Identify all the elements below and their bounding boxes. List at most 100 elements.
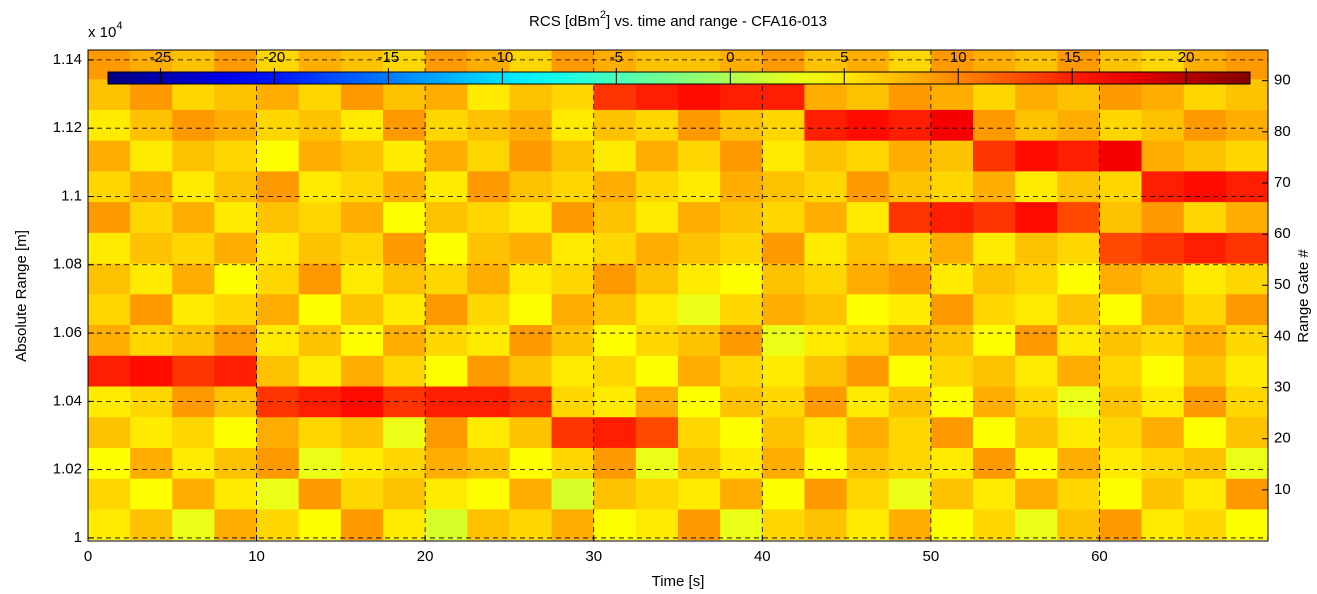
heatmap-cell [635, 109, 679, 141]
heatmap-cell [930, 232, 974, 264]
heatmap-cell [1099, 201, 1143, 233]
heatmap-cell [635, 324, 679, 356]
heatmap-cell [635, 508, 679, 541]
heatmap-cell [467, 508, 510, 541]
heatmap-cell [930, 201, 974, 233]
heatmap-cell [762, 109, 805, 141]
heatmap-cell [1141, 508, 1185, 541]
heatmap-cell [551, 324, 595, 356]
heatmap-cell [1015, 293, 1058, 326]
heatmap-cell [593, 140, 637, 172]
heatmap-cell [467, 478, 510, 510]
heatmap-cell [1057, 478, 1100, 510]
heatmap-cell [1057, 355, 1100, 387]
x-tick-label: 40 [754, 548, 771, 565]
heatmap-cell [88, 508, 131, 541]
heatmap-cell [88, 416, 131, 448]
heatmap-cell [720, 140, 763, 172]
heatmap-cell [256, 201, 300, 233]
heatmap-cell [593, 232, 637, 264]
heatmap-cell [635, 478, 679, 510]
heatmap-cell [551, 508, 595, 541]
heatmap-cell [762, 324, 805, 356]
heatmap-cell [509, 140, 553, 172]
x-tick-label: 20 [417, 548, 434, 565]
title-part: ] vs. time and range - CFA16-013 [606, 13, 827, 30]
heatmap-cell [130, 109, 173, 141]
heatmap-cell [172, 232, 215, 264]
heatmap-cell [678, 170, 721, 203]
heatmap-cell [88, 324, 131, 356]
heatmap-cell [593, 201, 637, 233]
heatmap-cell [888, 355, 932, 387]
heatmap-cell [256, 140, 300, 172]
heatmap-cell [1099, 478, 1143, 510]
heatmap-cell [762, 447, 805, 479]
heatmap-cell [1141, 170, 1185, 203]
heatmap-cell [846, 201, 890, 233]
heatmap-cell [973, 140, 1016, 172]
heatmap-cell [678, 416, 721, 448]
heatmap-cell [256, 293, 300, 326]
y2-tick-label: 30 [1274, 379, 1291, 396]
heatmap-cell [425, 201, 468, 233]
heatmap-cell [298, 293, 342, 326]
heatmap-cell [1057, 263, 1100, 295]
heatmap-cell [762, 201, 805, 233]
heatmap-cell [130, 416, 173, 448]
heatmap-cell [88, 478, 131, 510]
heatmap-cell [383, 232, 426, 264]
y2-tick-label: 20 [1274, 430, 1291, 447]
heatmap-cell [425, 170, 468, 203]
heatmap-cell [130, 201, 173, 233]
heatmap-cell [1183, 109, 1227, 141]
heatmap-cell [509, 447, 553, 479]
heatmap-cell [172, 293, 215, 326]
heatmap-cell [762, 508, 805, 541]
heatmap-cell [467, 355, 510, 387]
heatmap-cell [804, 324, 848, 356]
heatmap-cell [551, 478, 595, 510]
heatmap-cell [467, 447, 510, 479]
heatmap-cell [551, 263, 595, 295]
heatmap-cell [888, 447, 932, 479]
heatmap-cell [340, 355, 384, 387]
heatmap-cell [1141, 355, 1185, 387]
heatmap-cell [804, 293, 848, 326]
heatmap-cell [1015, 478, 1058, 510]
heatmap-cell [720, 263, 763, 295]
heatmap-cell [256, 170, 300, 203]
heatmap-cell [1225, 478, 1268, 510]
heatmap-cell [130, 263, 173, 295]
heatmap-cell [1015, 416, 1058, 448]
heatmap-cell [214, 109, 258, 141]
heatmap-cell [172, 201, 215, 233]
heatmap-cell [383, 478, 426, 510]
heatmap-cell [551, 416, 595, 448]
heatmap-cell [973, 109, 1016, 141]
heatmap-cell [509, 170, 553, 203]
heatmap-cell [298, 508, 342, 541]
heatmap-cell [256, 109, 300, 141]
heatmap-cell [509, 293, 553, 326]
heatmap-cell [1141, 324, 1185, 356]
heatmap-cell [930, 293, 974, 326]
heatmap-cell [888, 170, 932, 203]
heatmap-cell [635, 263, 679, 295]
heatmap-cell [635, 293, 679, 326]
heatmap-cell [846, 447, 890, 479]
heatmap-cell [551, 232, 595, 264]
heatmap-cell [1099, 263, 1143, 295]
heatmap-cell [635, 170, 679, 203]
heatmap-cell [973, 201, 1016, 233]
heatmap-cell [720, 447, 763, 479]
heatmap-cell [973, 478, 1016, 510]
heatmap-cell [678, 201, 721, 233]
heatmap-cell [1225, 170, 1268, 203]
heatmap-cell [383, 293, 426, 326]
heatmap-cell [678, 447, 721, 479]
heatmap-cell [1225, 263, 1268, 295]
heatmap-cell [383, 355, 426, 387]
heatmap-cell [298, 324, 342, 356]
